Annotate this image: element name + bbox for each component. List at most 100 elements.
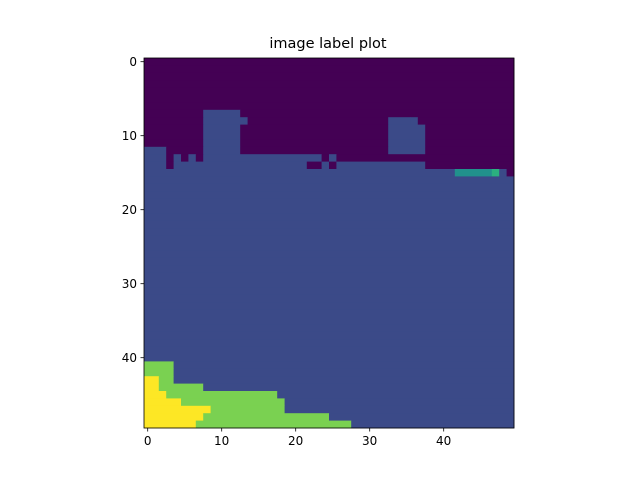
heatmap-cell-run xyxy=(203,124,241,133)
heatmap-cell-run xyxy=(506,169,515,177)
heatmap-cell-run xyxy=(166,161,174,170)
heatmap-cell-run xyxy=(144,339,515,347)
heatmap-cell-run xyxy=(388,124,426,133)
heatmap-cell-run xyxy=(410,117,419,125)
heatmap-cell-run xyxy=(144,302,515,310)
heatmap-cell-run xyxy=(173,361,515,370)
heatmap-cell-run xyxy=(158,383,204,392)
heatmap-cell-run xyxy=(240,124,389,133)
heatmap-cell-run xyxy=(425,146,515,155)
heatmap-cell-run xyxy=(306,161,322,170)
heatmap-cell-run xyxy=(351,420,515,429)
heatmap-cell-run xyxy=(388,139,426,148)
heatmap-cell-run xyxy=(144,346,515,355)
heatmap-cell-run xyxy=(144,294,515,303)
heatmap-cell-run xyxy=(144,413,204,421)
heatmap-cell-run xyxy=(195,154,204,162)
heatmap-cell-run xyxy=(144,102,515,111)
y-tick-label: 10 xyxy=(122,129,137,143)
heatmap-cell-run xyxy=(144,183,515,192)
heatmap-cell-run xyxy=(144,220,515,229)
heatmap-cell-run xyxy=(181,398,285,407)
heatmap-cell-run xyxy=(144,213,515,222)
heatmap-cell-run xyxy=(144,95,515,103)
heatmap-cell-run xyxy=(144,257,515,266)
y-tick-label: 20 xyxy=(122,203,137,217)
heatmap-cell-run xyxy=(144,176,515,185)
heatmap-cell-run xyxy=(181,154,189,162)
heatmap-cell-run xyxy=(173,368,515,377)
heatmap-cell-run xyxy=(284,398,515,407)
heatmap-cell-run xyxy=(144,132,204,140)
heatmap-cell-run xyxy=(188,154,197,162)
heatmap-cell-run xyxy=(144,324,515,333)
x-axis: 0 10 20 30 40 xyxy=(144,428,451,448)
heatmap-cell-run xyxy=(144,354,515,362)
heatmap-cell-run xyxy=(240,139,389,148)
heatmap-cell-run xyxy=(210,405,285,414)
chart-title: image label plot xyxy=(269,36,387,52)
heatmap-cell-run xyxy=(144,139,204,148)
heatmap-cell-run xyxy=(203,154,322,162)
x-tick-label: 10 xyxy=(214,434,229,448)
heatmap-cell-run xyxy=(388,132,426,140)
heatmap-cell-run xyxy=(203,139,241,148)
heatmap-cell-run xyxy=(144,154,167,162)
heatmap-cell-run xyxy=(240,132,389,140)
heatmap-cell-run xyxy=(144,58,515,66)
heatmap-cell-run xyxy=(144,198,515,207)
heatmap-cell-run xyxy=(336,154,515,162)
heatmap-cell-run xyxy=(321,154,330,162)
heatmap-cell-run xyxy=(203,109,241,118)
heatmap-cell-run xyxy=(144,368,174,377)
heatmap-cell-run xyxy=(144,146,167,155)
heatmap-cell-run xyxy=(284,405,515,414)
heatmap-cell-run xyxy=(321,161,330,170)
heatmap-cell-run xyxy=(144,398,182,407)
heatmap-cell-run xyxy=(144,124,204,133)
heatmap-cell-run xyxy=(425,132,515,140)
heatmap-cells xyxy=(144,58,515,429)
heatmap-cell-run xyxy=(173,154,182,162)
heatmap-cell-run xyxy=(277,391,515,399)
x-tick-label: 40 xyxy=(436,434,451,448)
heatmap-cell-run xyxy=(144,309,515,318)
heatmap-cell-run xyxy=(247,117,389,125)
heatmap-cell-run xyxy=(144,391,167,399)
heatmap-cell-run xyxy=(144,265,515,273)
plot-frame xyxy=(143,57,515,429)
heatmap-cell-run xyxy=(203,413,330,421)
heatmap-cell-run xyxy=(144,420,197,429)
x-tick-label: 20 xyxy=(288,434,303,448)
heatmap-cell-run xyxy=(203,117,248,125)
heatmap-cell-run xyxy=(218,391,278,399)
heatmap-cell-run xyxy=(240,146,389,155)
heatmap-cell-run xyxy=(144,287,515,296)
heatmap-cell-run xyxy=(144,191,515,199)
x-tick-label: 0 xyxy=(144,434,152,448)
heatmap-cell-run xyxy=(173,376,515,384)
heatmap-cell-run xyxy=(499,169,507,177)
heatmap-cell-run xyxy=(203,146,241,155)
heatmap-cell-run xyxy=(417,117,515,125)
heatmap-cell-run xyxy=(144,169,456,177)
heatmap-cell-run xyxy=(425,161,515,170)
heatmap-cell-run xyxy=(144,72,515,81)
heatmap-cell-run xyxy=(144,235,515,244)
heatmap-cell-run xyxy=(144,331,515,340)
heatmap-cell-run xyxy=(144,206,515,214)
heatmap-cell-run xyxy=(144,280,515,288)
y-tick-label: 0 xyxy=(129,55,137,69)
heatmap-cell-run xyxy=(158,376,174,384)
heatmap-cell-run xyxy=(173,161,308,170)
heatmap-cell-run xyxy=(336,161,426,170)
heatmap-cell-run xyxy=(195,420,352,429)
y-tick-label: 40 xyxy=(122,351,137,365)
y-tick-label: 30 xyxy=(122,277,137,291)
heatmap-cell-run xyxy=(144,80,515,88)
heatmap-cell-run xyxy=(144,243,515,251)
heatmap-cell-run xyxy=(425,124,515,133)
heatmap-cell-run xyxy=(144,65,515,74)
heatmap-cell-run xyxy=(144,228,515,236)
